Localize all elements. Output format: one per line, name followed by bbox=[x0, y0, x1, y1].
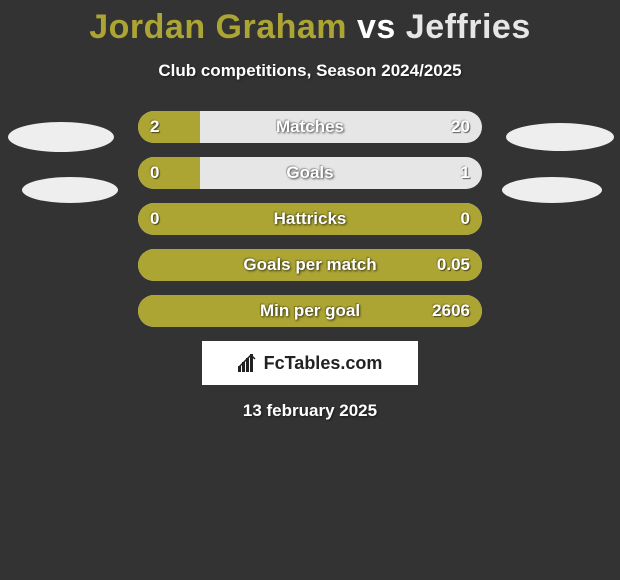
stat-bar: 220Matches bbox=[138, 111, 482, 143]
stats-bars: 220Matches01Goals00Hattricks0.05Goals pe… bbox=[138, 111, 482, 327]
title-player1: Jordan Graham bbox=[89, 8, 347, 46]
decorative-ellipse bbox=[8, 122, 114, 152]
bar-value-left: 0 bbox=[150, 203, 159, 235]
chart-icon bbox=[238, 354, 258, 372]
decorative-ellipse bbox=[22, 177, 118, 203]
bar-value-right: 2606 bbox=[432, 295, 470, 327]
bar-value-right: 0 bbox=[461, 203, 470, 235]
bar-value-left: 2 bbox=[150, 111, 159, 143]
bar-fill-left bbox=[138, 111, 200, 143]
stat-bar: 01Goals bbox=[138, 157, 482, 189]
title-vs: vs bbox=[357, 8, 396, 46]
decorative-ellipse bbox=[502, 177, 602, 203]
bar-value-right: 0.05 bbox=[437, 249, 470, 281]
bar-value-left: 0 bbox=[150, 157, 159, 189]
stat-bar: 00Hattricks bbox=[138, 203, 482, 235]
title-player2: Jeffries bbox=[406, 8, 531, 46]
bar-fill-left bbox=[138, 295, 482, 327]
date: 13 february 2025 bbox=[0, 401, 620, 421]
stat-bar: 2606Min per goal bbox=[138, 295, 482, 327]
subtitle: Club competitions, Season 2024/2025 bbox=[0, 61, 620, 81]
comparison-title: Jordan Graham vs Jeffries bbox=[0, 0, 620, 47]
bar-fill-left bbox=[138, 157, 200, 189]
bar-fill-left bbox=[138, 249, 482, 281]
stat-bar: 0.05Goals per match bbox=[138, 249, 482, 281]
bar-fill-left bbox=[138, 203, 482, 235]
decorative-ellipse bbox=[506, 123, 614, 151]
bar-value-right: 20 bbox=[451, 111, 470, 143]
fctables-logo[interactable]: FcTables.com bbox=[202, 341, 418, 385]
bar-value-right: 1 bbox=[461, 157, 470, 189]
logo-text: FcTables.com bbox=[264, 353, 383, 374]
